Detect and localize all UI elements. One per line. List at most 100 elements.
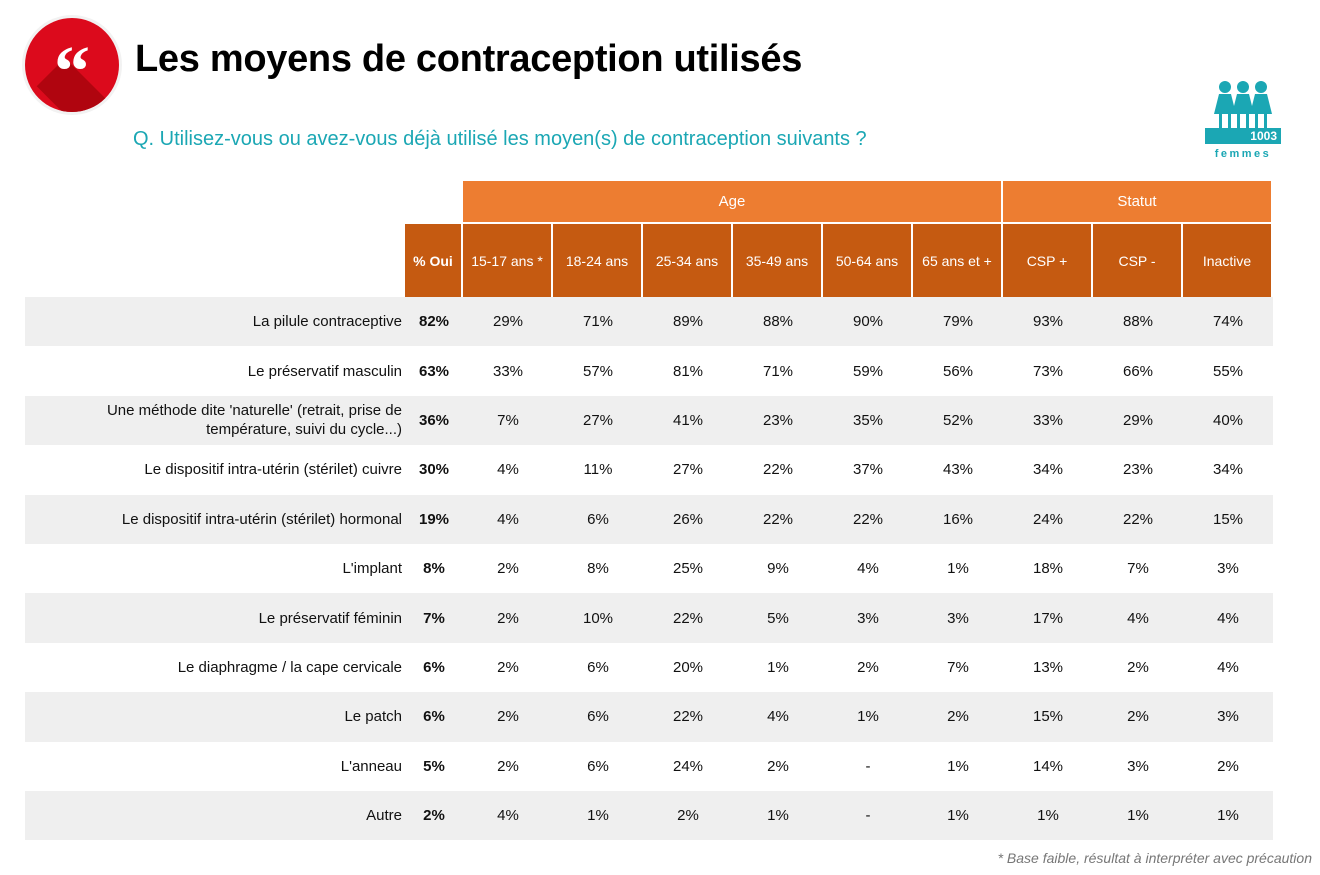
value-cell: 2% — [463, 692, 553, 742]
value-cell: 90% — [823, 297, 913, 347]
percent-yes-cell: 19% — [405, 494, 463, 544]
value-cell: 25% — [672, 560, 704, 578]
row-label: Le dispositif intra-utérin (stérilet) cu… — [144, 461, 402, 479]
value-cell: 6% — [553, 494, 643, 544]
value-cell: 1% — [1003, 790, 1093, 841]
row-label: Le préservatif masculin — [247, 362, 402, 380]
value-cell: 23% — [733, 395, 823, 446]
value-cell: 17% — [1003, 593, 1093, 643]
column-header: 25-34 ans — [643, 224, 733, 297]
value-cell: 59% — [852, 362, 884, 380]
percent-yes-cell: 30% — [418, 461, 450, 479]
table-row: L'implant 8% 2% 8% 25% 9% 4% 1% 18% 7% 3% — [25, 544, 1273, 593]
value-cell: 43% — [942, 461, 974, 479]
percent-yes-cell: 6% — [423, 658, 445, 676]
value-cell: - — [865, 757, 871, 775]
row-label: Une méthode dite 'naturelle' (retrait, p… — [25, 395, 405, 446]
value-cell: 22% — [643, 692, 733, 742]
value-cell: 24% — [1003, 494, 1093, 544]
value-cell: 89% — [643, 297, 733, 347]
table-row: Le préservatif masculin 63% 33% 57% 81% 71% 59… — [25, 346, 1273, 395]
value-cell: 88% — [1093, 297, 1183, 347]
column-header: 50-64 ans — [823, 224, 913, 297]
value-cell: 3% — [823, 593, 913, 643]
sample-label: femmes — [1214, 148, 1272, 160]
value-cell: 13% — [1032, 658, 1064, 676]
value-cell: 4% — [497, 461, 519, 479]
value-cell: 3% — [1217, 560, 1239, 578]
value-cell: 1% — [553, 790, 643, 841]
row-label: L'anneau — [340, 757, 402, 775]
value-cell: 52% — [913, 395, 1003, 446]
value-cell: 33% — [492, 362, 524, 380]
group-header-age: Age — [463, 181, 1003, 224]
value-cell: 6% — [587, 757, 609, 775]
women-group-icon — [1214, 81, 1272, 128]
value-cell: 33% — [1003, 395, 1093, 446]
value-cell: 27% — [553, 395, 643, 446]
value-cell: 8% — [587, 560, 609, 578]
value-cell: 66% — [1122, 362, 1154, 380]
value-cell: 3% — [913, 593, 1003, 643]
value-cell: 2% — [1127, 658, 1149, 676]
value-cell: 20% — [672, 658, 704, 676]
value-cell: 34% — [1212, 461, 1244, 479]
value-cell: 93% — [1003, 297, 1093, 347]
row-label: L'implant — [342, 560, 402, 578]
column-header: Inactive — [1183, 224, 1273, 297]
value-cell: 71% — [553, 297, 643, 347]
value-cell: 9% — [767, 560, 789, 578]
value-cell: 1% — [767, 658, 789, 676]
value-cell: 22% — [823, 494, 913, 544]
group-header-statut: Statut — [1003, 181, 1273, 224]
row-label: La pilule contraceptive — [25, 297, 405, 347]
column-header: CSP - — [1093, 224, 1183, 297]
question-text: Q. Utilisez-vous ou avez-vous déjà utili… — [133, 128, 867, 150]
value-cell: 2% — [1217, 757, 1239, 775]
value-cell: 14% — [1032, 757, 1064, 775]
column-header: 65 ans et + — [913, 224, 1003, 297]
value-cell: 41% — [643, 395, 733, 446]
value-cell: 22% — [643, 593, 733, 643]
value-cell: 74% — [1183, 297, 1273, 347]
column-header: 18-24 ans — [553, 224, 643, 297]
value-cell: 16% — [913, 494, 1003, 544]
value-cell: 88% — [733, 297, 823, 347]
value-cell: 18% — [1032, 560, 1064, 578]
percent-yes-cell: 82% — [405, 297, 463, 347]
value-cell: 23% — [1122, 461, 1154, 479]
value-cell: 22% — [733, 494, 823, 544]
value-cell: 7% — [1127, 560, 1149, 578]
value-cell: 1% — [1093, 790, 1183, 841]
value-cell: 6% — [553, 692, 643, 742]
value-cell: 7% — [947, 658, 969, 676]
results-table: Age Statut % Oui 15-17 ans * 18-24 ans 25-3… — [25, 181, 1273, 841]
value-cell: 37% — [852, 461, 884, 479]
column-header: % Oui — [405, 224, 463, 297]
value-cell: 4% — [463, 790, 553, 841]
value-cell: 6% — [587, 658, 609, 676]
page-title: Les moyens de contraception utilisés — [135, 38, 803, 80]
value-cell: 81% — [672, 362, 704, 380]
column-header: CSP + — [1003, 224, 1093, 297]
value-cell: 2% — [463, 593, 553, 643]
value-cell: 22% — [1093, 494, 1183, 544]
sample-size-badge: 1003 femmes — [1205, 80, 1281, 165]
footnote: * Base faible, résultat à interpréter av… — [997, 850, 1312, 866]
value-cell: 4% — [733, 692, 823, 742]
value-cell: 2% — [497, 658, 519, 676]
value-cell: 57% — [582, 362, 614, 380]
value-cell: 1% — [947, 560, 969, 578]
value-cell: 2% — [857, 658, 879, 676]
table-row: L'anneau 5% 2% 6% 24% 2% - 1% 14% 3% 2% — [25, 742, 1273, 791]
percent-yes-cell: 63% — [418, 362, 450, 380]
value-cell: 7% — [463, 395, 553, 446]
value-cell: 2% — [913, 692, 1003, 742]
value-cell: 3% — [1183, 692, 1273, 742]
value-cell: - — [823, 790, 913, 841]
row-label: Autre — [25, 790, 405, 841]
value-cell: 2% — [497, 757, 519, 775]
row-label: Le dispositif intra-utérin (stérilet) ho… — [25, 494, 405, 544]
value-cell: 73% — [1032, 362, 1064, 380]
column-header: 35-49 ans — [733, 224, 823, 297]
